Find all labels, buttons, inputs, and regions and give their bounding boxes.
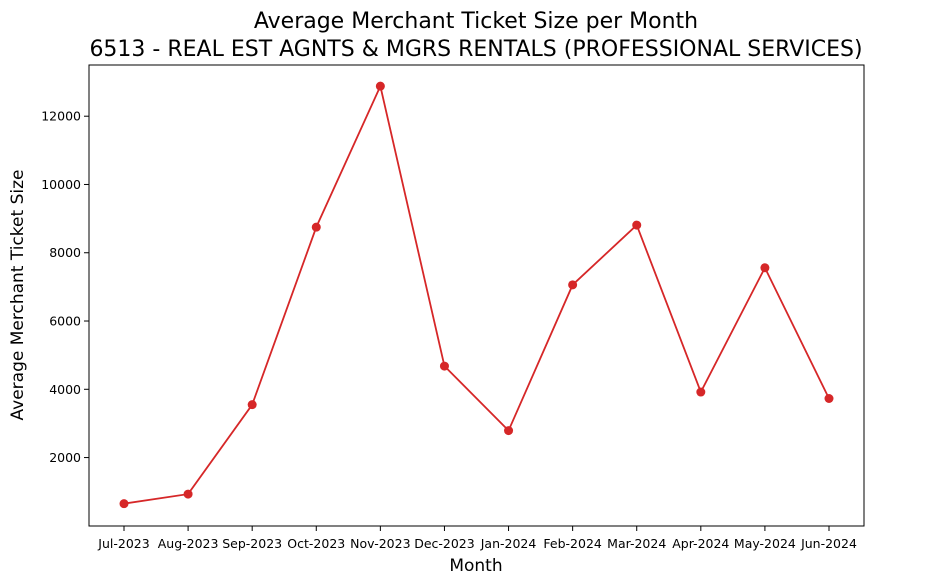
chart-title: Average Merchant Ticket Size per Month: [254, 9, 698, 34]
data-point-feb-2024: [568, 280, 578, 290]
data-point-jun-2024: [824, 394, 834, 404]
x-tick-label: Nov-2023: [350, 536, 410, 551]
y-tick-label: 10000: [41, 177, 81, 192]
y-tick-label: 6000: [49, 314, 81, 329]
data-point-jul-2023: [119, 499, 129, 509]
data-point-dec-2023: [439, 361, 449, 371]
plot-area: [88, 64, 865, 527]
x-tick-label: Feb-2024: [543, 536, 602, 551]
x-axis: Jul-2023 Aug-2023 Sep-2023 Oct-2023 Nov-2023…: [97, 526, 857, 551]
y-tick-label: 12000: [41, 109, 81, 124]
data-point-apr-2024: [696, 387, 706, 397]
y-axis-label: Average Merchant Ticket Size: [8, 170, 28, 421]
data-point-mar-2024: [632, 220, 642, 230]
data-point-oct-2023: [311, 222, 321, 232]
x-axis-label: Month: [449, 556, 502, 576]
y-axis: 2000 4000 6000 8000 10000 12000: [41, 109, 89, 465]
x-tick-label: Jun-2024: [800, 536, 857, 551]
data-point-nov-2023: [375, 81, 385, 91]
x-tick-label: Aug-2023: [158, 536, 219, 551]
x-tick-label: Jul-2023: [97, 536, 149, 551]
x-tick-label: Oct-2023: [287, 536, 345, 551]
series-line: [123, 83, 830, 505]
y-tick-label: 4000: [49, 382, 81, 397]
x-tick-label: Jan-2024: [480, 536, 537, 551]
x-tick-label: Dec-2023: [414, 536, 475, 551]
data-point-aug-2023: [183, 489, 193, 499]
y-tick-label: 2000: [49, 450, 81, 465]
x-tick-label: Apr-2024: [672, 536, 729, 551]
x-tick-label: Mar-2024: [607, 536, 666, 551]
chart-subtitle: 6513 - REAL EST AGNTS & MGRS RENTALS (PR…: [89, 37, 862, 62]
x-tick-label: Sep-2023: [222, 536, 282, 551]
data-point-sep-2023: [247, 400, 257, 410]
data-points: [119, 81, 834, 509]
y-tick-label: 8000: [49, 245, 81, 260]
data-point-jan-2024: [504, 426, 514, 436]
x-tick-label: May-2024: [734, 536, 796, 551]
data-point-may-2024: [760, 263, 770, 273]
